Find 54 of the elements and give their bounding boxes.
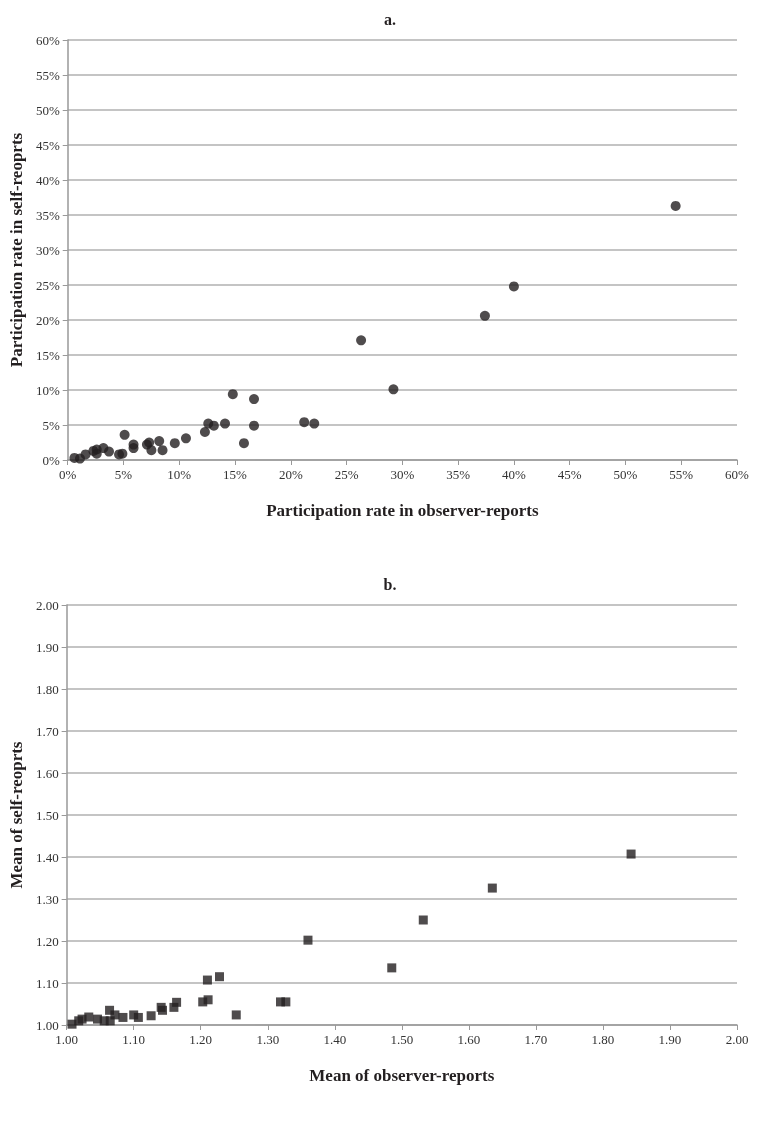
x-tick-label: 15%: [223, 467, 248, 482]
y-tick-label: 40%: [35, 172, 60, 188]
x-tick-label: 1.20: [189, 1032, 213, 1047]
y-tick-label: 0%: [42, 452, 60, 468]
x-tick-label: 1.90: [658, 1032, 682, 1047]
y-axis-title: Participation rate in self-reoprts: [7, 132, 26, 368]
x-tick-label: 55%: [669, 467, 694, 482]
x-axis-title: Mean of observer-reports: [309, 1066, 495, 1085]
chart-title: a.: [384, 10, 396, 28]
x-tick-label: 25%: [334, 467, 359, 482]
y-tick-label: 1.20: [35, 933, 59, 949]
y-tick-label: 1.30: [35, 891, 59, 907]
y-tick-label: 1.50: [35, 807, 59, 823]
y-tick-label: 30%: [35, 242, 60, 258]
x-tick-label: 1.10: [122, 1032, 146, 1047]
y-tick-label: 1.00: [35, 1017, 59, 1033]
y-axis-title: Mean of self-reoprts: [7, 741, 26, 889]
y-tick-label: 1.70: [35, 723, 59, 739]
x-tick-label: 1.00: [55, 1032, 79, 1047]
y-tick-label: 35%: [35, 207, 60, 223]
x-tick-label: 1.40: [323, 1032, 347, 1047]
y-tick-label: 55%: [35, 67, 60, 83]
x-tick-label: 60%: [725, 467, 750, 482]
y-tick-label: 1.10: [35, 975, 59, 991]
y-tick-label: 2.00: [35, 597, 59, 613]
y-tick-label: 45%: [35, 137, 60, 153]
x-tick-label: 5%: [114, 467, 133, 482]
y-tick-label: 60%: [35, 32, 60, 48]
y-tick-label: 15%: [35, 347, 60, 363]
x-axis-title: Participation rate in observer-reports: [266, 501, 539, 520]
x-tick-label: 2.00: [725, 1032, 749, 1047]
y-tick-label: 5%: [42, 417, 60, 433]
y-tick-label: 1.90: [35, 639, 59, 655]
x-tick-label: 40%: [501, 467, 526, 482]
y-tick-label: 1.80: [35, 681, 59, 697]
x-tick-label: 30%: [390, 467, 415, 482]
x-tick-label: 35%: [446, 467, 471, 482]
x-tick-label: 1.30: [256, 1032, 280, 1047]
y-tick-label: 1.60: [35, 765, 59, 781]
y-tick-label: 20%: [35, 312, 60, 328]
x-tick-label: 10%: [167, 467, 192, 482]
x-tick-label: 50%: [613, 467, 638, 482]
y-tick-label: 25%: [35, 277, 60, 293]
x-tick-label: 1.50: [390, 1032, 414, 1047]
y-tick-label: 50%: [35, 102, 60, 118]
y-tick-label: 10%: [35, 382, 60, 398]
x-tick-label: 1.80: [591, 1032, 615, 1047]
y-tick-label: 1.40: [35, 849, 59, 865]
x-tick-label: 1.60: [457, 1032, 481, 1047]
x-tick-label: 1.70: [524, 1032, 548, 1047]
x-tick-label: 20%: [278, 467, 303, 482]
x-tick-label: 0%: [59, 467, 77, 482]
chart-title: b.: [383, 575, 397, 593]
x-tick-label: 45%: [557, 467, 582, 482]
